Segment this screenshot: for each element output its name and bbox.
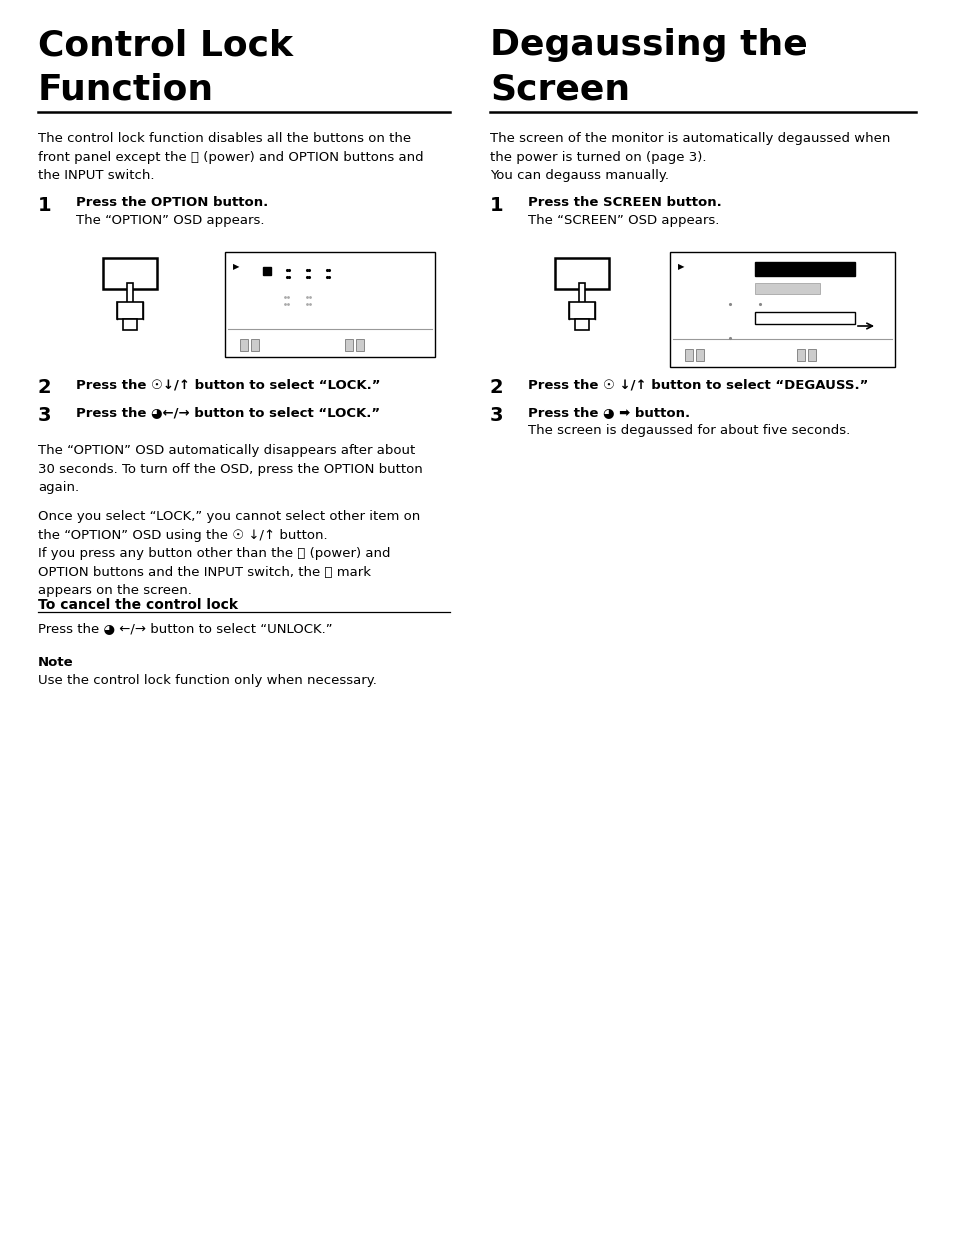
Bar	[555, 258, 608, 289]
Text: The screen is degaussed for about five seconds.: The screen is degaussed for about five s…	[527, 424, 849, 437]
Bar	[754, 262, 854, 275]
Text: 2: 2	[38, 378, 51, 396]
Bar	[345, 338, 353, 351]
Text: Function: Function	[38, 72, 213, 106]
Bar	[754, 283, 820, 294]
Bar	[754, 312, 854, 324]
Text: The “SCREEN” OSD appears.: The “SCREEN” OSD appears.	[527, 214, 719, 227]
Text: Press the ☉↓/↑ button to select “LOCK.”: Press the ☉↓/↑ button to select “LOCK.”	[76, 378, 380, 391]
Text: The control lock function disables all the buttons on the
front panel except the: The control lock function disables all t…	[38, 132, 423, 182]
Bar	[117, 303, 142, 320]
Text: 2: 2	[490, 378, 503, 396]
Bar	[696, 350, 703, 361]
Text: Degaussing the: Degaussing the	[490, 28, 807, 62]
Text: The screen of the monitor is automatically degaussed when
the power is turned on: The screen of the monitor is automatical…	[490, 132, 889, 182]
Bar	[103, 258, 157, 289]
Text: Press the ☉ ↓/↑ button to select “DEGAUSS.”: Press the ☉ ↓/↑ button to select “DEGAUS…	[527, 378, 867, 391]
Text: 3: 3	[490, 406, 503, 425]
Text: Press the ◕ ←/→ button to select “UNLOCK.”: Press the ◕ ←/→ button to select “UNLOCK…	[38, 622, 333, 635]
Text: Control Lock: Control Lock	[38, 28, 293, 62]
Bar	[251, 338, 258, 351]
Bar	[669, 252, 894, 367]
Text: Press the OPTION button.: Press the OPTION button.	[76, 196, 268, 209]
Text: ▶: ▶	[678, 262, 684, 270]
Text: Screen: Screen	[490, 72, 630, 106]
Text: The “OPTION” OSD appears.: The “OPTION” OSD appears.	[76, 214, 264, 227]
Bar	[127, 283, 132, 303]
Bar	[807, 350, 815, 361]
Bar	[263, 267, 271, 275]
Text: 1: 1	[38, 196, 51, 215]
Text: 1: 1	[490, 196, 503, 215]
Bar	[578, 283, 584, 303]
Text: 3: 3	[38, 406, 51, 425]
Bar	[355, 338, 364, 351]
Text: ▶: ▶	[233, 262, 239, 270]
Text: To cancel the control lock: To cancel the control lock	[38, 598, 237, 613]
Text: The “OPTION” OSD automatically disappears after about
30 seconds. To turn off th: The “OPTION” OSD automatically disappear…	[38, 445, 422, 494]
Bar	[575, 320, 588, 330]
Bar	[796, 350, 804, 361]
Text: Press the SCREEN button.: Press the SCREEN button.	[527, 196, 721, 209]
Text: Note: Note	[38, 656, 73, 669]
Text: Press the ◕←/→ button to select “LOCK.”: Press the ◕←/→ button to select “LOCK.”	[76, 406, 379, 419]
Text: Use the control lock function only when necessary.: Use the control lock function only when …	[38, 674, 376, 687]
Bar	[123, 320, 136, 330]
Text: Press the ◕ ➡ button.: Press the ◕ ➡ button.	[527, 406, 689, 419]
Bar	[225, 252, 435, 357]
Bar	[240, 338, 248, 351]
Bar	[684, 350, 692, 361]
Bar	[569, 303, 594, 320]
Text: Once you select “LOCK,” you cannot select other item on
the “OPTION” OSD using t: Once you select “LOCK,” you cannot selec…	[38, 510, 420, 597]
